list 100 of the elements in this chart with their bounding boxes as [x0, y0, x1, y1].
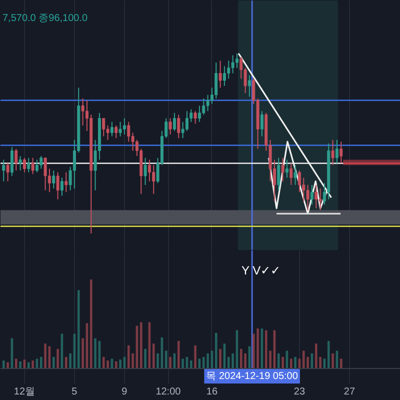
bar: [294, 356, 296, 369]
bar: [214, 332, 218, 369]
bar: [282, 356, 284, 369]
candlestick: [102, 118, 106, 137]
bar: [206, 353, 209, 369]
bar: [82, 338, 84, 369]
bar: [277, 353, 280, 369]
bar: [2, 360, 5, 369]
bar: [14, 358, 18, 369]
candlestick: [64, 172, 68, 193]
candlestick: [310, 184, 314, 206]
candlestick: [214, 62, 218, 99]
bar: [256, 328, 259, 369]
bar: [340, 358, 342, 369]
candlestick: [2, 159, 6, 182]
x-tick-label: 9: [122, 386, 128, 398]
candlestick: [27, 157, 30, 173]
candlestick: [318, 188, 322, 211]
candlestick: [194, 110, 197, 124]
x-tick-label: 12:00: [156, 386, 182, 398]
candlestick: [248, 74, 251, 98]
bar: [90, 280, 92, 369]
candlestick: [185, 110, 188, 132]
candlestick: [60, 177, 64, 196]
candlestick: [6, 162, 10, 182]
candlestick: [114, 125, 118, 139]
candlestick: [118, 121, 122, 137]
candlestick: [335, 139, 338, 164]
bar: [327, 340, 330, 369]
bar: [64, 356, 68, 369]
bar: [332, 353, 334, 369]
candlestick: [22, 157, 26, 173]
bar: [32, 360, 34, 369]
bar: [44, 344, 46, 369]
candlestick: [52, 170, 56, 190]
bar: [56, 348, 59, 369]
candlestick: [231, 54, 234, 74]
bar: [77, 290, 80, 369]
candlestick: [172, 112, 176, 132]
candlestick: [18, 156, 22, 172]
candlestick: [202, 98, 206, 116]
candlestick: [227, 60, 230, 80]
bar: [106, 360, 109, 369]
x-tick-label: 27: [344, 386, 356, 398]
candlestick: [148, 159, 151, 182]
bar: [119, 360, 122, 369]
candlestick: [122, 118, 126, 135]
bar: [94, 338, 96, 369]
bar: [244, 353, 246, 369]
bar: [102, 356, 105, 369]
candlestick: [31, 157, 34, 175]
x-tick-label: 16: [206, 386, 218, 398]
candlestick: [306, 184, 310, 211]
bar: [232, 353, 234, 369]
candlestick: [235, 52, 238, 68]
candlestick: [44, 157, 47, 191]
bar: [69, 353, 72, 369]
bar: [144, 348, 146, 369]
bar: [40, 356, 42, 369]
bar: [190, 360, 192, 369]
candlestick: [168, 118, 172, 135]
candlestick: [181, 121, 184, 139]
x-tick-label: 23: [294, 386, 306, 398]
candlestick: [144, 157, 147, 186]
bar: [156, 353, 159, 369]
bar: [219, 348, 222, 369]
bar: [314, 344, 318, 369]
bar: [19, 361, 22, 369]
candlestick: [81, 98, 84, 126]
candlestick: [331, 139, 334, 166]
bar: [202, 356, 205, 369]
candlestick: [14, 148, 18, 172]
candlestick: [56, 172, 60, 200]
bar: [302, 350, 305, 369]
candlestick: [340, 141, 343, 164]
bar: [227, 356, 230, 369]
ref-line-label: 목 2024-12-19 05:00: [206, 371, 298, 382]
x-tick-label: 12월: [14, 386, 36, 398]
candlestick: [152, 164, 156, 194]
candlestick: [40, 156, 43, 170]
bar: [290, 358, 292, 369]
candlestick: [294, 164, 297, 186]
candlestick: [222, 66, 226, 86]
candlestick: [260, 110, 264, 137]
candlestick: [177, 114, 180, 139]
candlestick: [35, 159, 38, 173]
candlestick: [110, 121, 114, 137]
bar: [182, 358, 184, 369]
text: Y V✓✓: [242, 264, 281, 278]
bar: [27, 362, 30, 369]
bar: [114, 361, 118, 369]
bar: [152, 344, 155, 369]
bar: [52, 356, 55, 369]
bar: [140, 322, 142, 369]
bar: [6, 362, 9, 369]
bar: [194, 345, 196, 369]
candlestick: [206, 94, 210, 112]
candlestick: [298, 170, 301, 193]
bar: [169, 356, 172, 369]
bar: [127, 345, 130, 369]
